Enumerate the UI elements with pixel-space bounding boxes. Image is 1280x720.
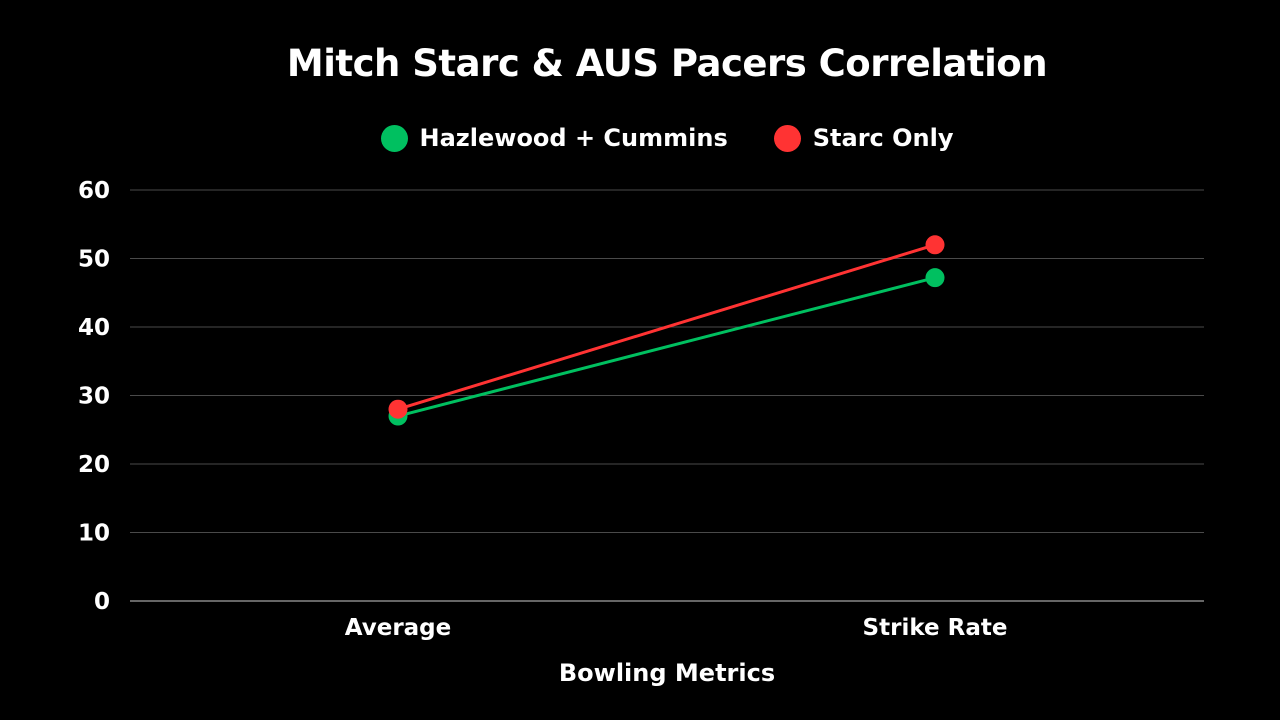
y-axis: 0 10 20 30 40 50 60 xyxy=(78,178,110,615)
y-tick-label: 30 xyxy=(78,384,110,410)
legend-item-starc-only[interactable]: Starc Only xyxy=(773,124,954,152)
y-tick-label: 10 xyxy=(78,521,110,547)
y-tick-label: 60 xyxy=(78,178,110,204)
y-tick-label: 0 xyxy=(94,589,110,615)
x-axis: Average Strike Rate xyxy=(345,615,1008,641)
grid-layer xyxy=(130,189,1204,602)
legend: Hazlewood + Cummins Starc Only xyxy=(0,124,1280,152)
x-axis-title: Bowling Metrics xyxy=(559,659,775,687)
x-tick-label: Average xyxy=(345,615,452,641)
series-layer xyxy=(388,235,945,426)
data-point[interactable] xyxy=(388,399,408,419)
legend-label-starc-only: Starc Only xyxy=(812,124,954,152)
legend-label-hazlewood-cummins: Hazlewood + Cummins xyxy=(419,124,728,152)
series-1 xyxy=(388,235,945,419)
legend-swatch-red xyxy=(773,124,801,152)
data-point[interactable] xyxy=(925,235,945,255)
data-point[interactable] xyxy=(925,268,945,288)
series-0 xyxy=(388,268,945,426)
series-line xyxy=(397,243,936,411)
series-line xyxy=(397,276,936,418)
x-tick-label: Strike Rate xyxy=(863,615,1008,641)
legend-item-hazlewood-cummins[interactable]: Hazlewood + Cummins xyxy=(380,124,728,152)
chart-title: Mitch Starc & AUS Pacers Correlation xyxy=(286,42,1048,85)
y-tick-label: 40 xyxy=(78,315,110,341)
legend-swatch-green xyxy=(380,124,408,152)
y-tick-label: 50 xyxy=(78,247,110,273)
y-tick-label: 20 xyxy=(78,452,110,478)
